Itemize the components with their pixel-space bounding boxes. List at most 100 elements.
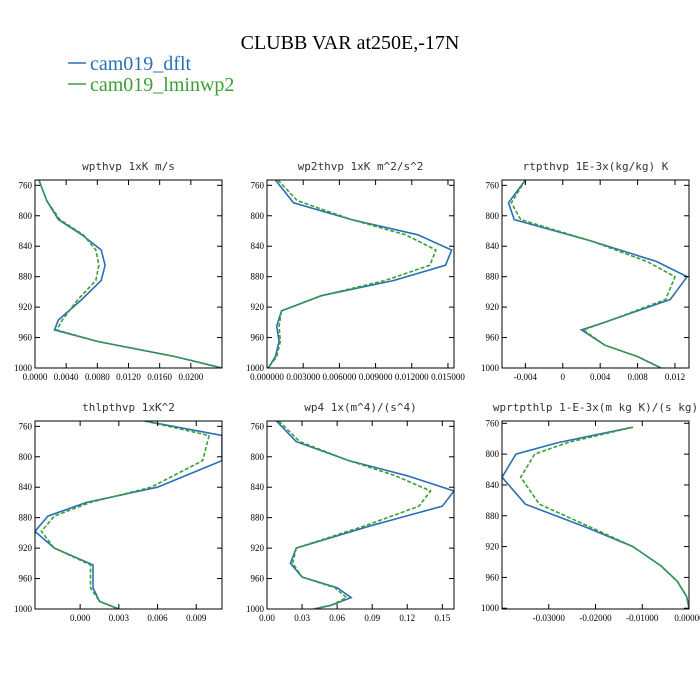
y-tick-label: 1000 xyxy=(481,363,500,373)
panel-grid: wpthvp 1xK m/s76080084088092096010000.00… xyxy=(14,160,700,623)
plot-frame xyxy=(501,179,690,369)
series-line-dflt xyxy=(267,180,453,368)
x-tick-label: 0.0160 xyxy=(147,372,172,382)
x-tick-label: 0.0040 xyxy=(54,372,79,382)
x-tick-label: 0.0200 xyxy=(178,372,203,382)
x-tick-label: 0.0080 xyxy=(85,372,110,382)
series-line-dflt xyxy=(35,421,222,609)
y-tick-label: 880 xyxy=(486,272,500,282)
y-tick-label: 960 xyxy=(251,574,265,584)
panel-4: thlpthvp 1xK^2 760 800 840 880 920 960 1000 0.00… xyxy=(14,401,223,623)
y-tick-label: 840 xyxy=(19,241,33,251)
y-tick-label: 1000 xyxy=(14,604,33,614)
y-tick-label: 960 xyxy=(251,333,265,343)
series-line-lminwp2 xyxy=(278,421,432,609)
x-tick-label: 0.0000 xyxy=(23,372,48,382)
y-tick-label: 840 xyxy=(19,482,33,492)
x-tick-label: 0.015000 xyxy=(431,372,465,382)
y-tick-label: 920 xyxy=(486,302,500,312)
y-tick-label: 920 xyxy=(486,542,500,552)
series-line-lminwp2 xyxy=(38,180,222,368)
plot-frame xyxy=(34,420,223,610)
y-tick-label: 800 xyxy=(486,449,500,459)
y-tick-label: 840 xyxy=(486,480,500,490)
panel-3: rtpthvp 1E-3x(kg/kg) K 760 800 840 880 920 960… xyxy=(481,160,690,382)
x-tick-label: -0.004 xyxy=(514,372,538,382)
panel-title: rtpthvp 1E-3x(kg/kg) K xyxy=(523,160,669,173)
y-tick-label: 840 xyxy=(486,241,500,251)
x-tick-label: -0.03000 xyxy=(533,613,566,623)
y-tick-label: 760 xyxy=(19,180,33,190)
y-tick-label: 880 xyxy=(486,511,500,521)
y-tick-label: 800 xyxy=(486,211,500,221)
series-line-lminwp2 xyxy=(519,426,689,609)
panel-title: wprtpthlp 1-E-3x(m kg K)/(s kg) xyxy=(493,401,698,414)
x-tick-label: 0.03 xyxy=(294,613,310,623)
y-tick-label: 1000 xyxy=(481,603,500,613)
y-tick-label: 920 xyxy=(251,302,265,312)
series-line-dflt xyxy=(38,180,222,368)
y-tick-label: 880 xyxy=(251,272,265,282)
y-tick-label: 880 xyxy=(19,272,33,282)
legend: cam019_dflt cam019_lminwp2 xyxy=(68,53,234,96)
plot-frame xyxy=(266,179,455,369)
x-tick-label: 0.06 xyxy=(329,613,345,623)
y-tick-label: 1000 xyxy=(14,363,33,373)
x-tick-label: 0.00000 xyxy=(674,613,700,623)
x-tick-label: -0.01000 xyxy=(626,613,659,623)
x-tick-label: 0.000000 xyxy=(250,372,284,382)
x-tick-label: 0.009 xyxy=(186,613,207,623)
x-tick-label: 0.003 xyxy=(109,613,130,623)
y-tick-label: 960 xyxy=(486,572,500,582)
x-tick-label: 0.009000 xyxy=(359,372,393,382)
panel-1: wpthvp 1xK m/s76080084088092096010000.00… xyxy=(14,160,223,382)
panel-title: thlpthvp 1xK^2 xyxy=(82,401,175,414)
y-tick-label: 800 xyxy=(19,211,33,221)
y-tick-label: 760 xyxy=(251,421,265,431)
y-tick-label: 840 xyxy=(251,241,265,251)
y-tick-label: 960 xyxy=(486,333,500,343)
legend-label-lminwp2: cam019_lminwp2 xyxy=(90,74,234,96)
x-tick-label: 0.0120 xyxy=(116,372,141,382)
x-tick-label: -0.02000 xyxy=(579,613,612,623)
x-tick-label: 0.12 xyxy=(399,613,415,623)
panel-5: wp4 1x(m^4)/(s^4)76080084088092096010000… xyxy=(246,401,455,623)
y-tick-label: 920 xyxy=(19,302,33,312)
series-line-dflt xyxy=(275,421,454,609)
y-tick-label: 800 xyxy=(251,452,265,462)
series-line-lminwp2 xyxy=(510,180,677,368)
x-tick-label: 0.012 xyxy=(665,372,685,382)
x-tick-label: 0.004 xyxy=(590,372,611,382)
y-tick-label: 760 xyxy=(251,180,265,190)
plot-frame xyxy=(266,420,455,610)
panel-2: wp2thvp 1xK m^2/s^2 760 800 840 880 920 960 100… xyxy=(246,160,465,382)
series-line-dflt xyxy=(502,426,689,609)
y-tick-label: 920 xyxy=(251,543,265,553)
series-line-lminwp2 xyxy=(40,421,211,609)
y-tick-label: 960 xyxy=(19,574,33,584)
panel-6: wprtpthlp 1-E-3x(m kg K)/(s kg) 760 800 840… xyxy=(481,401,700,623)
y-tick-label: 760 xyxy=(486,180,500,190)
x-tick-label: 0.15 xyxy=(434,613,450,623)
x-tick-label: 0.012000 xyxy=(395,372,429,382)
panel-title: wp2thvp 1xK m^2/s^2 xyxy=(298,160,424,173)
y-tick-label: 960 xyxy=(19,333,33,343)
y-tick-label: 800 xyxy=(251,211,265,221)
series-line-lminwp2 xyxy=(267,180,437,368)
x-tick-label: 0.003000 xyxy=(286,372,320,382)
y-tick-label: 840 xyxy=(251,482,265,492)
x-tick-label: 0.00 xyxy=(259,613,275,623)
y-tick-label: 880 xyxy=(19,513,33,523)
x-tick-label: 0.006000 xyxy=(323,372,357,382)
panel-title: wpthvp 1xK m/s xyxy=(82,160,175,173)
x-tick-label: 0 xyxy=(561,372,566,382)
x-tick-label: 0.000 xyxy=(70,613,91,623)
panel-title: wp4 1x(m^4)/(s^4) xyxy=(304,401,417,414)
legend-label-dflt: cam019_dflt xyxy=(90,53,192,75)
y-tick-label: 1000 xyxy=(246,363,265,373)
figure-title: CLUBB VAR at250E,-17N xyxy=(241,32,460,54)
y-tick-label: 760 xyxy=(19,421,33,431)
series-line-dflt xyxy=(507,180,689,368)
y-tick-label: 760 xyxy=(486,418,500,428)
